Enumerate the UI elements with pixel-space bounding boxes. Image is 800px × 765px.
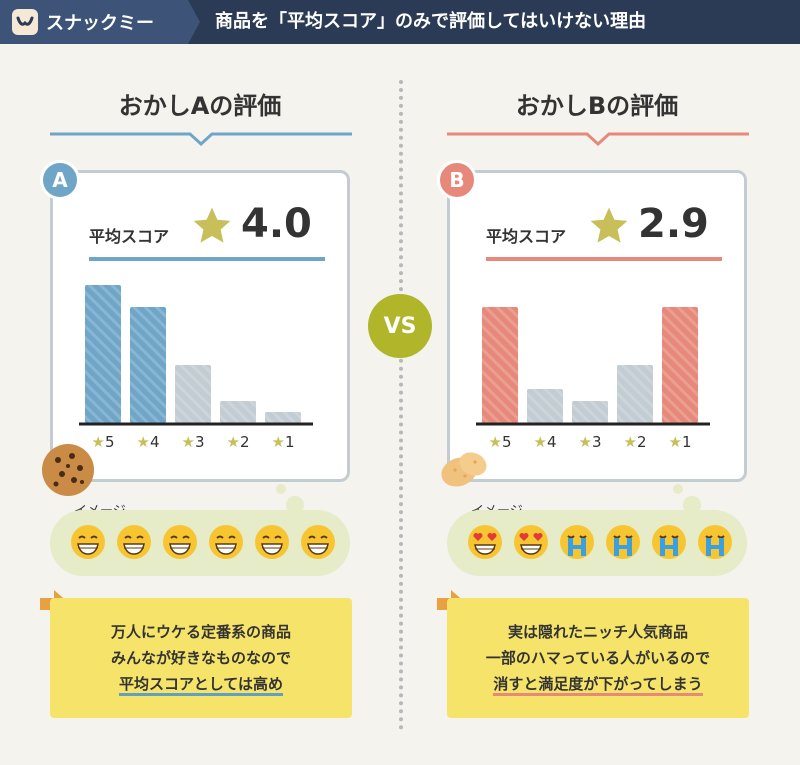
note-line-1: 実は隠れたニッチ人気商品	[507, 623, 688, 641]
note-line-1: 万人にウケる定番系の商品	[110, 623, 291, 641]
title-rule	[447, 132, 749, 147]
bar-3-star	[175, 365, 211, 423]
tick-label: ★1	[669, 433, 692, 451]
bubble-tail-dot	[276, 484, 286, 494]
panel-title: おかしAの評価	[118, 92, 282, 120]
tick-label: ★1	[272, 433, 295, 451]
panel-title: おかしBの評価	[515, 92, 679, 120]
tick-label: ★4	[534, 433, 557, 451]
tick-label: ★2	[227, 433, 250, 451]
star-icon	[193, 207, 231, 243]
heart-eyes-face-icon	[467, 524, 503, 560]
bar-3-star	[572, 401, 608, 423]
score-label: 平均スコア	[89, 227, 170, 246]
average-score: 2.9	[638, 201, 709, 247]
grinning-face-icon	[70, 524, 106, 560]
bar-4-star	[527, 389, 563, 423]
bar-4-star	[130, 307, 166, 423]
note-line-2: みんなが好きなものなので	[110, 649, 291, 667]
star-icon	[590, 207, 628, 243]
average-score: 4.0	[241, 201, 312, 247]
face-row	[467, 524, 733, 560]
tick-label: ★3	[579, 433, 602, 451]
bubble-tail-dot	[683, 496, 701, 514]
bar-2-star	[220, 401, 256, 423]
score-underline	[486, 257, 722, 261]
brand-logo-icon	[12, 9, 38, 35]
grinning-face-icon	[254, 524, 290, 560]
snack-puff-icon	[441, 452, 487, 487]
grinning-face-icon	[162, 524, 198, 560]
badge-a: A	[40, 160, 80, 200]
vs-label: VS	[383, 313, 417, 339]
rating-card: 平均スコア 4.0 ★5 ★4 ★3 ★2 ★1	[50, 170, 350, 482]
note-box: 実は隠れたニッチ人気商品 一部のハマっている人がいるので 消すと満足度が下がって…	[447, 598, 749, 718]
crying-face-icon	[605, 524, 641, 560]
tick-label: ★5	[92, 433, 115, 451]
crying-face-icon	[559, 524, 595, 560]
tick-label: ★4	[137, 433, 160, 451]
cookie-icon	[42, 444, 94, 496]
header-bar: スナックミー 商品を「平均スコア」のみで評価してはいけない理由	[0, 0, 800, 44]
brand-name: スナックミー	[46, 13, 154, 34]
face-row	[70, 524, 336, 560]
score-underline	[89, 257, 325, 261]
bar-2-star	[617, 365, 653, 423]
bar-1-star	[265, 412, 301, 423]
note-line-3: 平均スコアとしては高め	[119, 675, 283, 696]
grinning-face-icon	[300, 524, 336, 560]
image-bubble	[447, 510, 747, 576]
tick-label: ★2	[624, 433, 647, 451]
score-row: 平均スコア 2.9	[486, 201, 716, 257]
tick-label: ★5	[489, 433, 512, 451]
grinning-face-icon	[116, 524, 152, 560]
bubble-tail-dot	[673, 484, 683, 494]
note-line-2: 一部のハマっている人がいるので	[485, 649, 711, 667]
bar-5-star	[85, 285, 121, 423]
badge-b: B	[437, 160, 477, 200]
bar-5-star	[482, 307, 518, 423]
score-row: 平均スコア 4.0	[89, 201, 319, 257]
rating-bar-chart: ★5 ★4 ★3 ★2 ★1	[476, 307, 710, 451]
rating-card: 平均スコア 2.9 ★5 ★4 ★3 ★2 ★1	[447, 170, 747, 482]
bubble-tail-dot	[286, 496, 304, 514]
tick-label: ★3	[182, 433, 205, 451]
brand[interactable]: スナックミー	[0, 0, 200, 44]
bar-1-star	[662, 307, 698, 423]
score-label: 平均スコア	[486, 227, 567, 246]
crying-face-icon	[651, 524, 687, 560]
heart-eyes-face-icon	[513, 524, 549, 560]
rating-bar-chart: ★5 ★4 ★3 ★2 ★1	[79, 285, 313, 451]
note-line-3: 消すと満足度が下がってしまう	[493, 675, 703, 696]
page-title: 商品を「平均スコア」のみで評価してはいけない理由	[215, 11, 647, 32]
grinning-face-icon	[208, 524, 244, 560]
image-bubble	[50, 510, 350, 576]
title-rule	[50, 132, 352, 147]
center-divider	[399, 80, 403, 730]
vs-badge: VS	[368, 294, 432, 358]
crying-face-icon	[697, 524, 733, 560]
note-box: 万人にウケる定番系の商品 みんなが好きなものなので 平均スコアとしては高め	[50, 598, 352, 718]
